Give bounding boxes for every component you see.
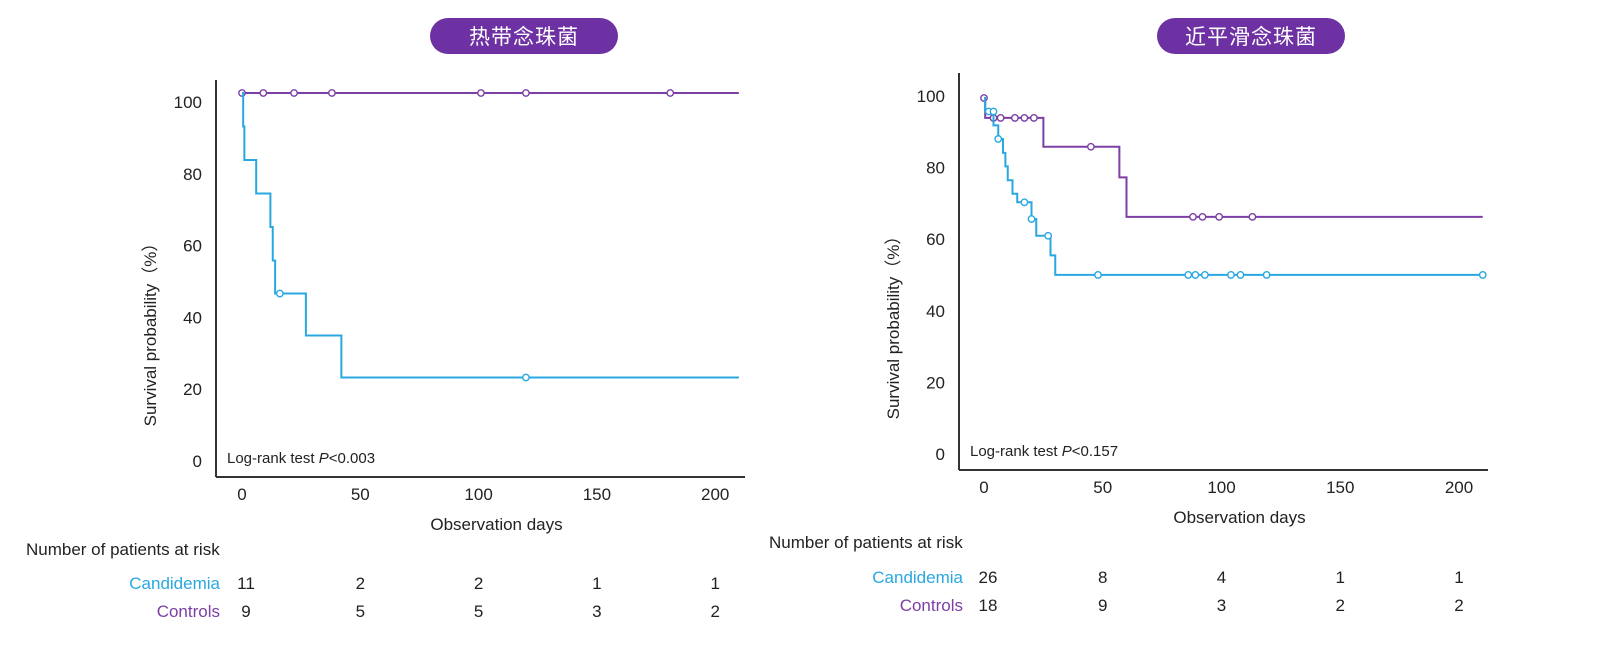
risk-value-controls: 5 [473, 602, 484, 621]
censor-mark-controls [328, 89, 336, 97]
risk-value-candidemia: 1 [592, 574, 602, 593]
censor-mark-controls [477, 89, 485, 97]
censor-mark-controls [259, 89, 268, 97]
censor-mark-controls [1020, 114, 1029, 122]
survival-curve-candidemia [984, 97, 1483, 276]
chart-title-pill: 热带念珠菌 [430, 18, 618, 54]
censor-mark-controls [1086, 142, 1095, 151]
risk-value-controls: 2 [1335, 596, 1345, 615]
censor-mark-candidemia [1236, 271, 1245, 279]
censor-mark-controls [1029, 114, 1038, 122]
censor-mark-candidemia [1262, 271, 1271, 279]
y-tick-label: 40 [926, 302, 945, 321]
risk-value-candidemia: 2 [355, 574, 366, 593]
risk-label-controls: Controls [899, 596, 963, 615]
censor-mark-candidemia [1044, 231, 1053, 240]
risk-label-controls: Controls [156, 602, 220, 621]
x-tick-label: 0 [979, 478, 988, 497]
x-tick-label: 100 [1207, 478, 1235, 497]
risk-value-controls: 9 [241, 602, 251, 621]
y-axis-label: Survival probability（%） [141, 235, 160, 427]
censor-mark-candidemia [1184, 271, 1193, 279]
censor-mark-candidemia [1227, 271, 1235, 279]
risk-value-controls: 9 [1098, 596, 1108, 615]
censor-mark-candidemia [1094, 271, 1102, 279]
survival-curve-candidemia [242, 92, 739, 379]
censor-mark-candidemia [989, 107, 998, 116]
y-tick-label: 60 [926, 230, 945, 249]
x-tick-label: 150 [1326, 478, 1354, 497]
censor-mark-controls [1248, 213, 1257, 221]
censor-mark-controls [1189, 213, 1197, 221]
censor-mark-candidemia [1027, 215, 1036, 223]
y-tick-label: 100 [917, 87, 945, 106]
y-tick-label: 20 [926, 373, 945, 392]
y-tick-label: 80 [183, 165, 202, 184]
y-tick-label: 100 [174, 93, 202, 112]
km-chart-right: 0 20 40 60 80 100 0 50 100 150 200 Observation days… [884, 73, 1488, 527]
censor-mark-controls [996, 114, 1005, 122]
y-tick-label: 0 [193, 452, 202, 471]
censor-mark-candidemia [1478, 271, 1487, 279]
censor-mark-controls [1198, 213, 1207, 221]
censor-mark-candidemia [994, 135, 1003, 143]
censor-mark-candidemia [275, 289, 284, 298]
x-tick-label: 50 [1093, 478, 1112, 497]
risk-label-candidemia: Candidemia [129, 574, 220, 593]
risk-table-title: Number of patients at risk [769, 533, 963, 552]
risk-value-candidemia: 1 [1454, 568, 1464, 587]
x-axis-label: Observation days [1173, 508, 1305, 527]
x-tick-label: 0 [237, 485, 246, 504]
y-tick-label: 80 [926, 159, 945, 178]
censor-mark-controls [290, 89, 298, 97]
log-rank-annotation: Log-rank test P<0.003 [227, 450, 375, 467]
x-axis-label: Observation days [430, 515, 562, 534]
risk-value-candidemia: 1 [710, 574, 720, 593]
x-tick-label: 200 [1445, 478, 1473, 497]
risk-value-candidemia: 1 [1335, 568, 1345, 587]
censor-mark-controls [1010, 114, 1019, 122]
risk-value-candidemia: 8 [1098, 568, 1108, 587]
chart-title-pill: 近平滑念珠菌 [1157, 18, 1345, 54]
risk-label-candidemia: Candidemia [872, 568, 963, 587]
x-tick-label: 50 [351, 485, 370, 504]
censor-mark-controls [666, 89, 675, 97]
risk-value-controls: 2 [710, 602, 720, 621]
censor-mark-candidemia [1020, 198, 1029, 207]
censor-mark-candidemia [1191, 271, 1200, 279]
censor-mark-candidemia [1200, 271, 1209, 279]
risk-table-title: Number of patients at risk [26, 540, 220, 559]
x-tick-label: 200 [701, 485, 729, 504]
y-tick-label: 40 [183, 308, 202, 327]
risk-value-candidemia: 2 [473, 574, 484, 593]
risk-value-controls: 3 [592, 602, 602, 621]
censor-mark-controls [522, 89, 530, 97]
x-tick-label: 100 [464, 485, 492, 504]
risk-value-controls: 3 [1216, 596, 1227, 615]
risk-value-controls: 18 [978, 596, 998, 615]
km-chart-left: 0 20 40 60 80 100 0 50 100 150 200 Observation days… [141, 80, 745, 534]
risk-value-controls: 5 [355, 602, 366, 621]
y-tick-label: 60 [183, 237, 202, 256]
y-tick-label: 20 [183, 380, 202, 399]
log-rank-annotation: Log-rank test P<0.157 [970, 443, 1118, 460]
censor-mark-candidemia [522, 373, 530, 382]
y-tick-label: 0 [936, 445, 945, 464]
risk-value-candidemia: 11 [237, 574, 255, 593]
x-tick-label: 150 [583, 485, 611, 504]
survival-curve-controls [984, 97, 1483, 218]
risk-value-controls: 2 [1454, 596, 1464, 615]
censor-mark-controls [1215, 213, 1224, 221]
y-axis-label: Survival probability（%） [884, 228, 903, 420]
risk-value-candidemia: 4 [1216, 568, 1227, 587]
risk-value-candidemia: 26 [978, 568, 998, 587]
